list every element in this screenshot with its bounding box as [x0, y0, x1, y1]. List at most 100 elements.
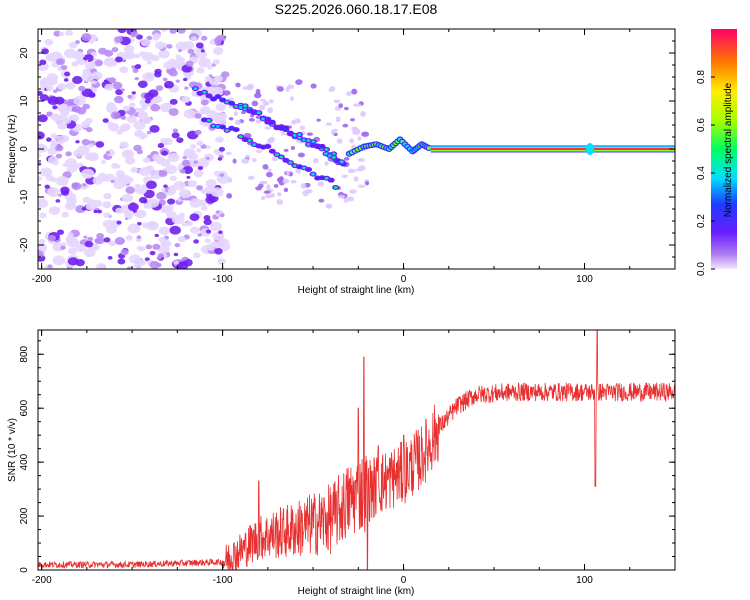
chirp-core	[270, 120, 275, 124]
noise-blob	[158, 226, 170, 236]
noise-blob	[193, 160, 199, 164]
chirp-core	[306, 143, 311, 146]
noise-blob	[151, 54, 160, 62]
noise-blob	[163, 184, 168, 188]
transition-blob	[234, 119, 241, 125]
transition-blob	[349, 138, 354, 144]
noise-blob	[55, 144, 64, 152]
noise-blob	[194, 113, 202, 119]
tone-glitch	[585, 143, 594, 155]
noise-blob	[127, 223, 141, 234]
noise-blob	[132, 68, 139, 74]
noise-blob	[91, 244, 98, 250]
noise-blob	[162, 77, 168, 82]
noise-blob	[157, 143, 165, 149]
transition-blob	[226, 192, 233, 199]
chirp-core	[288, 131, 293, 135]
noise-blob	[206, 110, 218, 119]
noise-blob	[175, 54, 181, 59]
noise-blob	[182, 258, 193, 267]
noise-blob	[100, 159, 107, 165]
noise-blob	[126, 266, 133, 269]
noise-blob	[142, 157, 151, 163]
noise-blob	[168, 69, 178, 77]
chirp-core	[333, 186, 338, 189]
noise-blob	[198, 57, 211, 68]
noise-blob	[189, 213, 200, 222]
noise-blob	[45, 174, 54, 182]
chirp-core	[265, 117, 270, 121]
chirp-core	[279, 155, 284, 159]
noise-blob	[80, 120, 91, 129]
chirp-core	[324, 148, 329, 151]
noise-blob	[117, 258, 126, 265]
transition-blob	[227, 177, 233, 183]
noise-blob	[119, 66, 129, 74]
noise-blob	[71, 61, 79, 67]
transition-blob	[341, 174, 348, 179]
noise-blob	[182, 40, 195, 50]
noise-blob	[149, 250, 156, 256]
noise-blob	[91, 71, 103, 80]
noise-blob	[205, 156, 210, 160]
noise-blob	[193, 239, 199, 244]
noise-blob	[153, 172, 161, 179]
chirp-core	[216, 95, 221, 99]
noise-blob	[96, 263, 107, 269]
noise-blob	[208, 77, 220, 86]
noise-blob	[197, 233, 203, 237]
noise-blob	[88, 143, 94, 148]
noise-blob	[56, 135, 65, 142]
noise-blob	[160, 241, 167, 247]
noise-blob	[177, 29, 186, 34]
noise-blob	[165, 164, 178, 175]
noise-blob	[136, 235, 142, 239]
transition-blob	[276, 86, 284, 92]
noise-blob	[68, 41, 78, 49]
noise-blob	[168, 108, 179, 116]
noise-blob	[185, 60, 194, 67]
noise-blob	[192, 252, 201, 259]
snr-ylabel: SNR (10 * v/v)	[7, 418, 18, 482]
top-y-tick-label: -20	[19, 237, 30, 252]
transition-blob	[357, 136, 362, 141]
bottom-y-tick-label: 600	[19, 399, 30, 416]
noise-blob	[146, 198, 160, 208]
chirp-core	[197, 91, 202, 95]
noise-blob	[117, 29, 127, 34]
bottom-x-tick-label: -100	[213, 575, 233, 586]
noise-blob	[189, 226, 200, 234]
noise-blob	[156, 256, 162, 260]
transition-blob	[262, 100, 270, 106]
noise-blob	[124, 156, 136, 165]
chirp-core	[193, 87, 198, 91]
transition-blob	[333, 99, 341, 104]
noise-blob	[47, 147, 58, 155]
noise-blob	[173, 252, 179, 257]
noise-blob	[138, 51, 146, 57]
snr-series-line	[38, 330, 675, 570]
noise-blob	[87, 236, 94, 242]
transition-blob	[248, 117, 255, 122]
transition-blob	[232, 158, 237, 164]
noise-blob	[200, 49, 205, 53]
noise-blob	[200, 35, 208, 41]
transition-blob	[267, 107, 274, 113]
transition-blob	[318, 198, 325, 203]
noise-blob	[218, 230, 223, 235]
noise-blob	[38, 176, 43, 181]
noise-blob	[137, 80, 148, 89]
noise-blob	[175, 79, 180, 83]
noise-blob	[39, 212, 47, 219]
transition-blob	[290, 179, 297, 184]
noise-blob	[114, 237, 125, 245]
noise-blob	[60, 245, 66, 250]
noise-blob	[204, 186, 214, 194]
transition-blob	[260, 98, 266, 102]
transition-blob	[346, 91, 352, 97]
chirp-core	[247, 139, 252, 142]
noise-blob	[38, 162, 42, 166]
transition-blob	[260, 180, 268, 185]
noise-blob	[146, 180, 157, 190]
transition-blob	[328, 88, 335, 92]
